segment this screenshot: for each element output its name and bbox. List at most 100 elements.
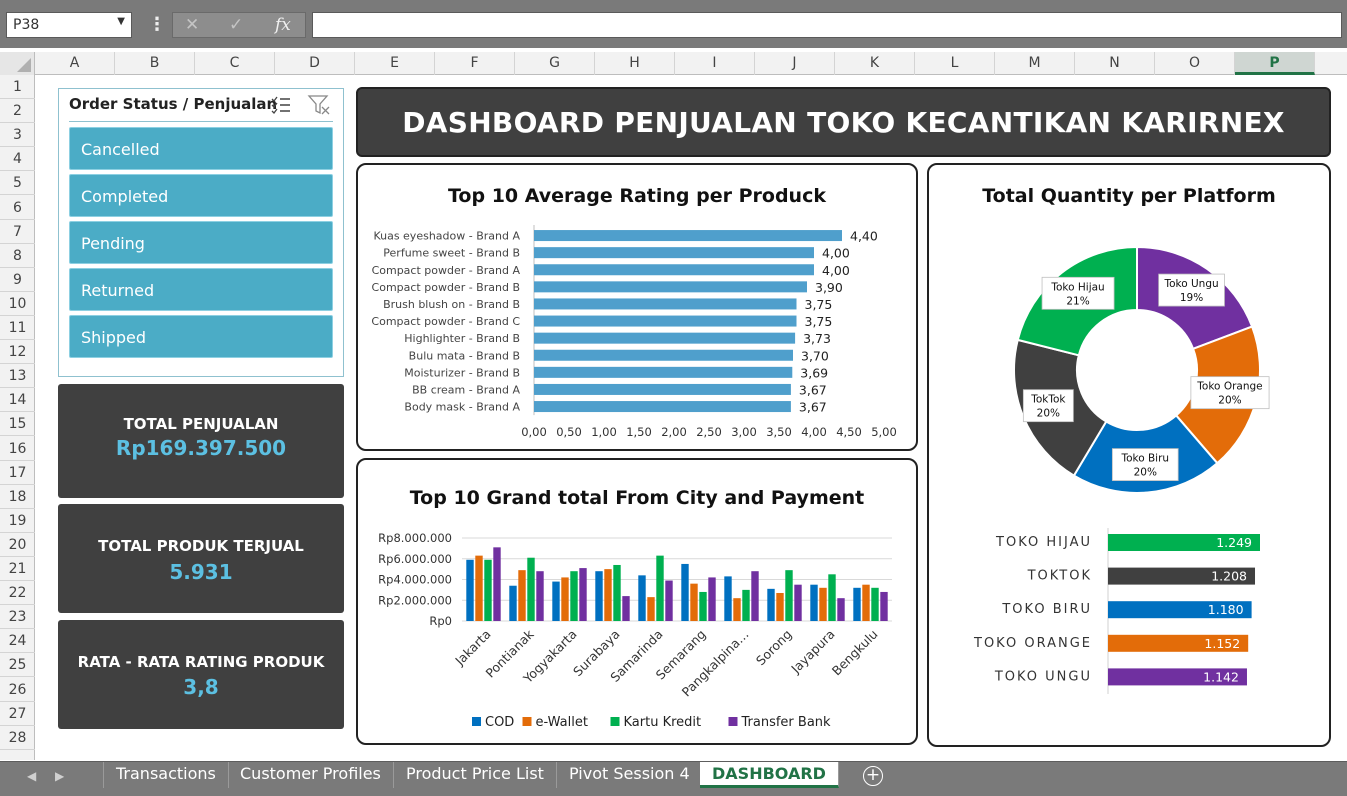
row-header-13[interactable]: 13	[0, 364, 35, 389]
tab-transactions[interactable]: Transactions	[103, 762, 229, 788]
y-tick-label: Rp6.000.000	[378, 552, 452, 566]
rating-chart-card[interactable]: Top 10 Average Rating per Produck Kuas e…	[356, 163, 918, 451]
row-header-8[interactable]: 8	[0, 244, 35, 268]
insert-function-icon[interactable]: fx	[275, 15, 291, 35]
tab-product-price-list[interactable]: Product Price List	[394, 762, 557, 788]
prev-sheet-icon[interactable]: ◀	[27, 769, 37, 783]
category-label: Compact powder - Brand C	[371, 315, 520, 328]
column-header-i[interactable]: I	[675, 52, 755, 75]
clear-filter-icon[interactable]	[307, 94, 331, 116]
column-header-j[interactable]: J	[755, 52, 835, 75]
category-label: Brush blush on - Brand B	[383, 298, 520, 311]
series-bar	[819, 587, 827, 621]
column-header-n[interactable]: N	[1075, 52, 1155, 75]
series-bar	[880, 591, 888, 621]
row-header-6[interactable]: 6	[0, 196, 35, 220]
column-header-d[interactable]: D	[275, 52, 355, 75]
row-header-19[interactable]: 19	[0, 509, 35, 533]
name-box[interactable]: P38 ▼	[6, 12, 132, 38]
slicer-divider	[69, 121, 333, 122]
column-header-f[interactable]: F	[435, 52, 515, 75]
column-header-m[interactable]: M	[995, 52, 1075, 75]
row-header-16[interactable]: 16	[0, 437, 35, 461]
tab-pivot-session-4[interactable]: Pivot Session 4	[557, 762, 703, 788]
x-tick-label: 4,00	[801, 425, 827, 439]
row-header-4[interactable]: 4	[0, 147, 35, 172]
row-header-3[interactable]: 3	[0, 123, 35, 148]
slicer-item-shipped[interactable]: Shipped	[69, 315, 333, 358]
series-bar	[767, 588, 775, 621]
series-bar	[776, 592, 784, 621]
series-bar	[493, 547, 501, 621]
formula-input[interactable]	[312, 12, 1342, 38]
column-header-e[interactable]: E	[355, 52, 435, 75]
enter-icon[interactable]: ✓	[229, 15, 244, 35]
add-sheet-icon[interactable]: +	[863, 766, 883, 786]
column-header-h[interactable]: H	[595, 52, 675, 75]
series-bar	[733, 598, 741, 621]
column-header-k[interactable]: K	[835, 52, 915, 75]
slicer-item-pending[interactable]: Pending	[69, 221, 333, 264]
column-header-o[interactable]: O	[1155, 52, 1235, 75]
row-header-17[interactable]: 17	[0, 461, 35, 485]
column-header-p[interactable]: P	[1235, 52, 1315, 75]
row-header-2[interactable]: 2	[0, 99, 35, 124]
row-header-28[interactable]: 28	[0, 726, 35, 750]
slicer-item-returned[interactable]: Returned	[69, 268, 333, 311]
category-label: Body mask - Brand A	[404, 401, 520, 414]
x-tick-label: Bengkulu	[829, 627, 881, 679]
row-header-22[interactable]: 22	[0, 581, 35, 606]
rating-bar	[534, 247, 814, 259]
platform-chart-card[interactable]: Total Quantity per Platform Toko Ungu 19%…	[927, 163, 1331, 747]
slicer-item-cancelled[interactable]: Cancelled	[69, 127, 333, 170]
row-header-15[interactable]: 15	[0, 412, 35, 437]
donut-label-percent: 20%	[1218, 395, 1241, 407]
row-header-20[interactable]: 20	[0, 533, 35, 557]
row-header-7[interactable]: 7	[0, 220, 35, 244]
order-status-slicer[interactable]: Order Status / Penjualan Cancelled Compl…	[58, 88, 344, 377]
slicer-item-completed[interactable]: Completed	[69, 174, 333, 217]
column-header-c[interactable]: C	[195, 52, 275, 75]
city-payment-chart: Rp0 Rp2.000.000 Rp4.000.000 Rp6.000.000 Rp8.…	[378, 531, 892, 730]
y-tick-label: Rp2.000.000	[378, 593, 452, 607]
column-header-g[interactable]: G	[515, 52, 595, 75]
multi-select-icon[interactable]	[270, 94, 292, 116]
row-header-12[interactable]: 12	[0, 340, 35, 365]
x-tick-label: 4,50	[836, 425, 862, 439]
row-header-9[interactable]: 9	[0, 268, 35, 292]
tab-dashboard[interactable]: DASHBOARD	[700, 762, 839, 788]
sheet-tab-bar: ◀ ▶ Transactions Customer Profiles Produ…	[0, 761, 1347, 796]
x-tick-label: Jakarta	[451, 627, 493, 669]
donut-label-percent: 21%	[1066, 295, 1089, 307]
row-header-11[interactable]: 11	[0, 316, 35, 341]
row-header-21[interactable]: 21	[0, 557, 35, 582]
city-payment-chart-card[interactable]: Top 10 Grand total From City and Payment…	[356, 458, 918, 745]
data-label: 3,75	[805, 314, 833, 329]
row-header-18[interactable]: 18	[0, 485, 35, 509]
next-sheet-icon[interactable]: ▶	[55, 769, 65, 783]
rating-bar	[534, 366, 793, 378]
column-header-b[interactable]: B	[115, 52, 195, 75]
x-tick-label: 3,00	[731, 425, 757, 439]
column-header-a[interactable]: A	[35, 52, 115, 75]
tab-customer-profiles[interactable]: Customer Profiles	[228, 762, 394, 788]
row-header-24[interactable]: 24	[0, 629, 35, 654]
more-options-icon[interactable]: ⋮	[148, 14, 166, 35]
y-tick-label: Rp8.000.000	[378, 531, 452, 545]
column-header-l[interactable]: L	[915, 52, 995, 75]
series-bar	[810, 584, 818, 621]
cancel-icon[interactable]: ✕	[185, 15, 200, 35]
row-header-5[interactable]: 5	[0, 171, 35, 196]
row-header-1[interactable]: 1	[0, 75, 35, 100]
row-header-14[interactable]: 14	[0, 388, 35, 413]
platform-value: 1.180	[1208, 602, 1244, 617]
select-all-button[interactable]	[0, 52, 35, 75]
row-header-23[interactable]: 23	[0, 605, 35, 630]
row-header-25[interactable]: 25	[0, 653, 35, 678]
row-header-27[interactable]: 27	[0, 702, 35, 726]
name-box-dropdown-icon[interactable]: ▼	[117, 16, 125, 27]
data-label: 4,40	[850, 229, 878, 244]
row-header-26[interactable]: 26	[0, 678, 35, 702]
row-header-10[interactable]: 10	[0, 292, 35, 316]
